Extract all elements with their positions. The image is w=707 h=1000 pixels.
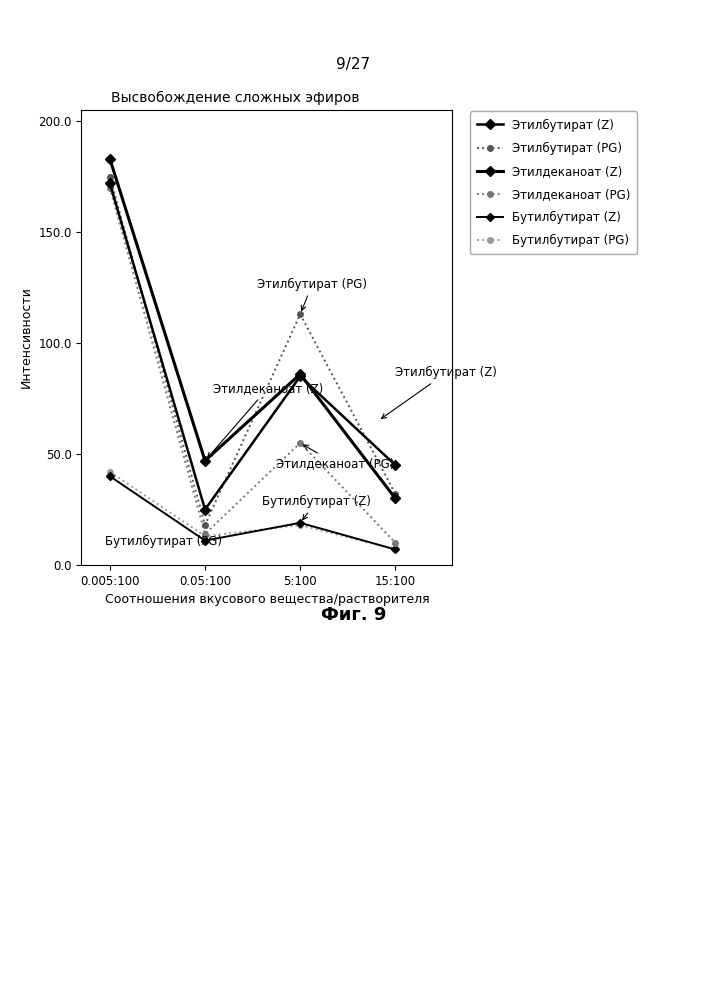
- X-axis label: Соотношения вкусового вещества/растворителя: Соотношения вкусового вещества/растворит…: [105, 593, 429, 606]
- Text: 9/27: 9/27: [337, 57, 370, 73]
- Text: Этилбутират (PG): Этилбутират (PG): [257, 277, 368, 310]
- Text: Этилдеканоат (Z): Этилдеканоат (Z): [208, 382, 323, 458]
- Text: Бутилбутират (Z): Бутилбутират (Z): [262, 495, 371, 520]
- Text: Фиг. 9: Фиг. 9: [321, 606, 386, 624]
- Y-axis label: Интенсивности: Интенсивности: [20, 287, 33, 388]
- Text: Этилбутират (Z): Этилбутират (Z): [382, 366, 497, 418]
- Text: Этилдеканоат (PG): Этилдеканоат (PG): [276, 445, 395, 470]
- Legend: Этилбутират (Z), Этилбутират (PG), Этилдеканоат (Z), Этилдеканоат (PG), Бутилбут: Этилбутират (Z), Этилбутират (PG), Этилд…: [469, 111, 638, 254]
- Text: Высвобождение сложных эфиров: Высвобождение сложных эфиров: [111, 91, 359, 105]
- Text: Бутилбутират (PG): Бутилбутират (PG): [105, 535, 222, 548]
